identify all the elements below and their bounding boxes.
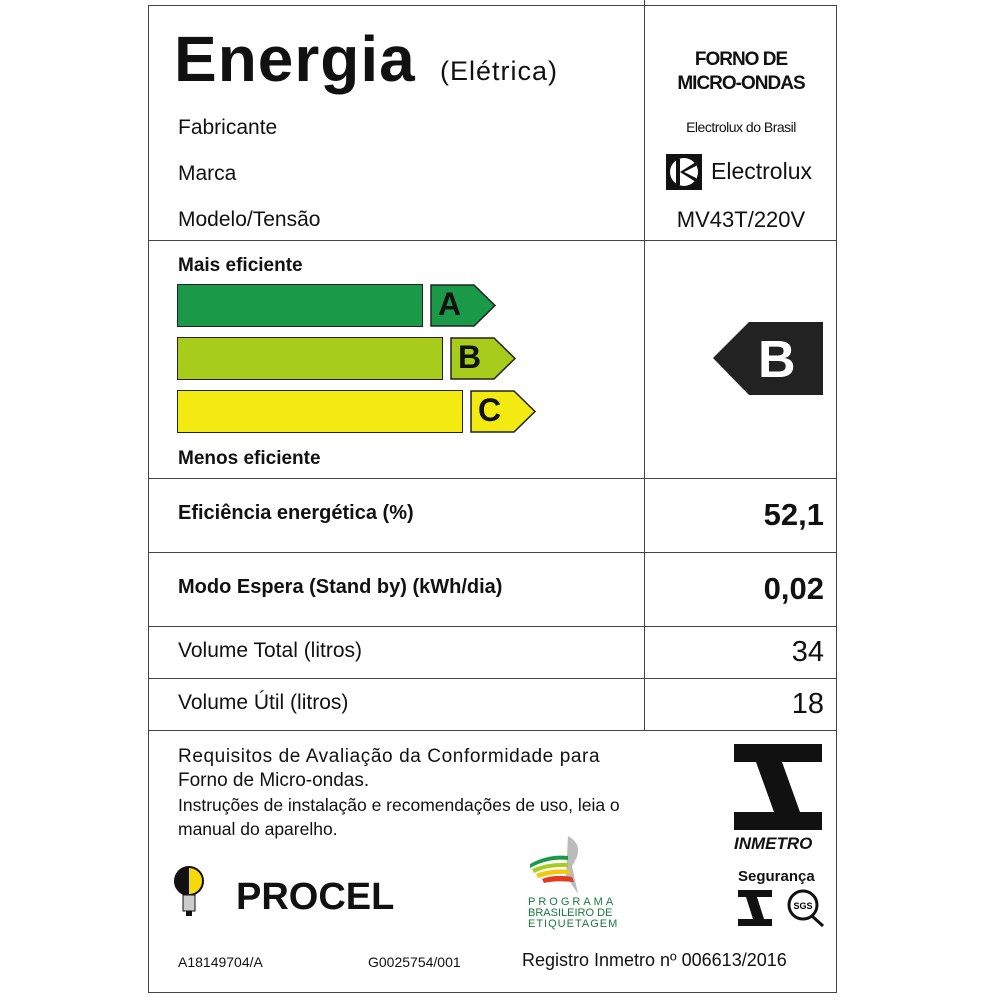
svg-text:SGS: SGS <box>793 901 812 911</box>
efficiency-class-arrow: A <box>430 284 497 327</box>
spec-value: 52,1 <box>763 497 824 532</box>
class-letter: C <box>478 392 502 428</box>
spec-label: Eficiência energética (%) <box>178 502 414 524</box>
rating-arrow: B <box>713 322 823 395</box>
sgs-icon: SGS <box>786 888 826 928</box>
divider <box>644 240 645 730</box>
energy-label <box>148 5 837 993</box>
model-label: Modelo/Tensão <box>178 208 321 231</box>
inmetro-small-icon <box>738 890 772 926</box>
manufacturer-label: Fabricante <box>178 116 278 139</box>
divider <box>148 626 837 627</box>
product-type: FORNO DE MICRO-ONDAS <box>677 49 805 94</box>
divider <box>644 0 645 240</box>
spec-value: 18 <box>791 688 824 720</box>
divider <box>148 240 837 241</box>
divider <box>148 552 837 553</box>
spec-label: Volume Total (litros) <box>178 639 363 662</box>
divider <box>148 678 837 679</box>
brand-label: Marca <box>178 162 237 185</box>
electrolux-logo-icon <box>666 154 702 190</box>
model-value: MV43T/220V <box>676 207 806 232</box>
spec-value: 34 <box>791 636 824 668</box>
pbe-logo-icon <box>528 836 588 896</box>
divider <box>148 478 837 479</box>
inmetro-logo-icon <box>734 744 822 830</box>
efficiency-class-arrow: C <box>470 390 537 433</box>
label-code: A18149704/A <box>178 954 263 970</box>
spec-label: Modo Espera (Stand by) (kWh/dia) <box>178 576 503 598</box>
divider <box>148 730 837 731</box>
label-title: Energia <box>174 23 416 95</box>
class-letter: B <box>458 339 482 375</box>
pbe-label: PROGRAMA BRASILEIRO DE ETIQUETAGEM <box>528 896 619 930</box>
procel-bulb-icon <box>174 866 204 918</box>
least-efficient-label: Menos eficiente <box>178 448 321 469</box>
efficiency-bar-b <box>177 337 443 380</box>
brand-value: Electrolux <box>711 158 812 184</box>
requirements-text: Requisitos de Avaliação da Conformidade … <box>178 746 620 839</box>
efficiency-bar-a <box>177 284 423 327</box>
product-code: G0025754/001 <box>368 954 461 970</box>
inmetro-registration: Registro Inmetro nº 006613/2016 <box>522 950 787 970</box>
manufacturer-value: Electrolux do Brasil <box>686 119 796 135</box>
class-letter: A <box>438 286 462 322</box>
procel-label: PROCEL <box>236 876 395 918</box>
most-efficient-label: Mais eficiente <box>178 255 303 276</box>
efficiency-bar-c <box>177 390 463 433</box>
label-subtitle: (Elétrica) <box>440 56 559 86</box>
spec-label: Volume Útil (litros) <box>178 691 349 714</box>
seguranca-label: Segurança <box>738 868 815 885</box>
inmetro-label: INMETRO <box>734 834 813 853</box>
spec-value: 0,02 <box>763 571 824 606</box>
efficiency-class-arrow: B <box>450 337 517 380</box>
